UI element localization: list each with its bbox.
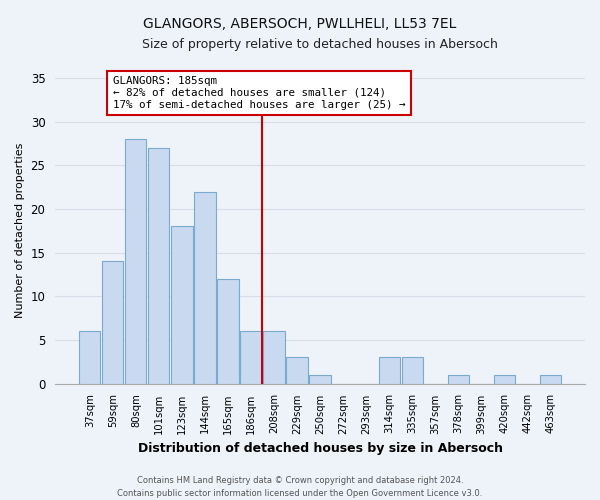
Bar	[148, 148, 169, 384]
Bar	[448, 375, 469, 384]
Bar	[241, 331, 262, 384]
Bar	[194, 192, 215, 384]
Bar	[102, 262, 124, 384]
Bar	[217, 279, 239, 384]
Bar	[401, 358, 423, 384]
Bar	[494, 375, 515, 384]
Bar	[540, 375, 561, 384]
Text: GLANGORS, ABERSOCH, PWLLHELI, LL53 7EL: GLANGORS, ABERSOCH, PWLLHELI, LL53 7EL	[143, 18, 457, 32]
X-axis label: Distribution of detached houses by size in Abersoch: Distribution of detached houses by size …	[137, 442, 503, 455]
Y-axis label: Number of detached properties: Number of detached properties	[15, 143, 25, 318]
Bar	[125, 139, 146, 384]
Bar	[286, 358, 308, 384]
Text: GLANGORS: 185sqm
← 82% of detached houses are smaller (124)
17% of semi-detached: GLANGORS: 185sqm ← 82% of detached house…	[113, 76, 405, 110]
Bar	[310, 375, 331, 384]
Text: Contains HM Land Registry data © Crown copyright and database right 2024.
Contai: Contains HM Land Registry data © Crown c…	[118, 476, 482, 498]
Bar	[79, 331, 100, 384]
Bar	[172, 226, 193, 384]
Bar	[379, 358, 400, 384]
Title: Size of property relative to detached houses in Abersoch: Size of property relative to detached ho…	[142, 38, 498, 51]
Bar	[263, 331, 284, 384]
